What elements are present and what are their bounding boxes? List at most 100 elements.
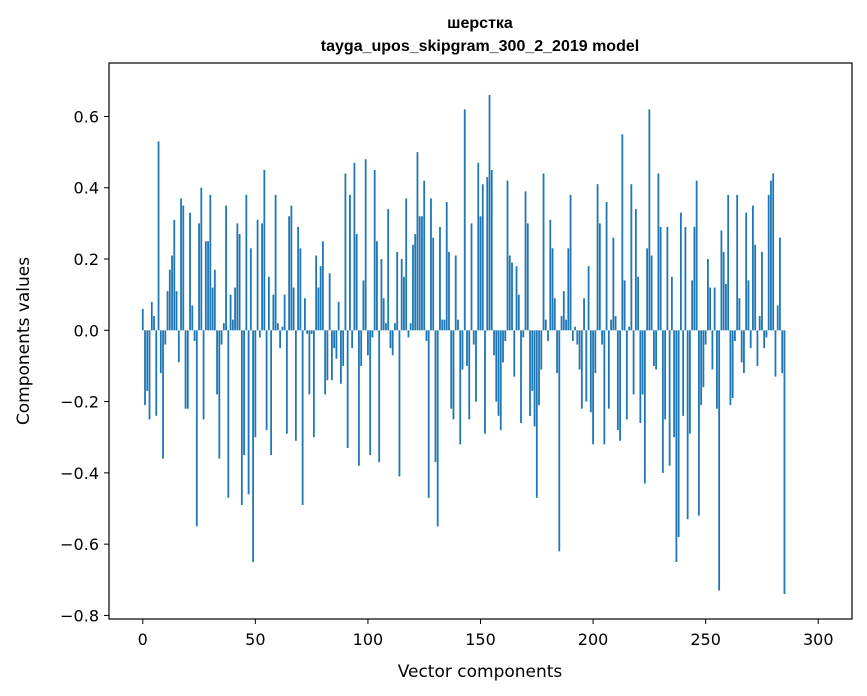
- bar-56: [267, 276, 270, 331]
- y-axis-label: Components values: [14, 257, 34, 425]
- bar-167: [517, 294, 520, 331]
- bar-22: [191, 305, 194, 331]
- bar-249: [702, 330, 705, 388]
- bar-196: [583, 298, 585, 331]
- y-tick-label: −0.8: [60, 606, 99, 625]
- bar-247: [698, 330, 700, 516]
- bar-134: [443, 319, 446, 331]
- bar-121: [414, 234, 417, 331]
- bar-8: [159, 330, 162, 374]
- bar-218: [632, 330, 635, 395]
- bar-150: [479, 216, 482, 331]
- bar-132: [439, 226, 441, 331]
- bar-80: [321, 241, 324, 331]
- bar-139: [454, 255, 457, 331]
- bar-242: [686, 330, 689, 520]
- bar-125: [423, 180, 426, 331]
- bar-65: [288, 216, 291, 331]
- bar-188: [565, 319, 567, 331]
- bar-152: [484, 330, 486, 434]
- bar-255: [716, 330, 718, 409]
- bar-220: [637, 276, 640, 331]
- bar-168: [520, 330, 522, 423]
- x-axis-label: Vector components: [398, 662, 563, 682]
- bar-244: [691, 280, 694, 331]
- bar-18: [182, 205, 185, 331]
- bar-29: [207, 241, 209, 331]
- bar-222: [641, 330, 644, 395]
- bar-53: [261, 223, 263, 331]
- bar-33: [216, 330, 218, 395]
- bar-89: [342, 330, 345, 366]
- bar-189: [567, 248, 570, 331]
- bar-162: [506, 180, 509, 331]
- bar-120: [412, 244, 414, 331]
- bar-178: [542, 173, 545, 331]
- bar-266: [740, 330, 743, 363]
- plot-frame: [108, 62, 853, 620]
- bar-185: [558, 330, 561, 552]
- bar-133: [441, 319, 444, 331]
- x-axis-ticks: 0 50 100 150 200 250 300: [138, 619, 834, 649]
- bar-34: [218, 330, 221, 459]
- bar-19: [184, 330, 187, 409]
- bar-6: [155, 330, 158, 416]
- bar-137: [450, 330, 453, 409]
- bar-186: [560, 316, 563, 331]
- bar-117: [405, 198, 408, 331]
- bar-160: [502, 330, 504, 363]
- bar-58: [272, 294, 275, 331]
- bar-27: [202, 330, 205, 420]
- bar-245: [693, 226, 696, 331]
- bar-170: [524, 191, 527, 331]
- bar-107: [382, 298, 385, 331]
- bar-230: [659, 226, 662, 331]
- bar-273: [756, 330, 759, 366]
- bar-23: [193, 330, 196, 341]
- bar-269: [747, 280, 750, 331]
- bar-164: [511, 262, 513, 331]
- bar-119: [409, 323, 412, 331]
- bar-77: [315, 255, 318, 331]
- bar-64: [285, 330, 288, 434]
- bar-92: [349, 194, 351, 331]
- bar-9: [162, 330, 164, 459]
- bar-112: [394, 323, 396, 331]
- bar-239: [679, 212, 682, 331]
- bar-256: [718, 330, 721, 591]
- bar-166: [515, 266, 518, 331]
- bar-210: [614, 316, 617, 331]
- bar-100: [367, 330, 369, 356]
- bar-180: [547, 330, 549, 341]
- bar-45: [243, 330, 245, 456]
- bar-136: [448, 251, 450, 331]
- bar-252: [709, 287, 712, 331]
- bar-146: [470, 223, 473, 331]
- bar-254: [713, 287, 716, 331]
- bar-191: [571, 330, 574, 341]
- bar-183: [553, 298, 556, 331]
- bar-228: [655, 330, 658, 370]
- bar-86: [335, 330, 338, 359]
- bar-175: [535, 330, 538, 498]
- bar-32: [213, 269, 216, 331]
- y-tick-label: 0.0: [74, 321, 99, 340]
- bar-283: [779, 237, 781, 331]
- bar-176: [538, 330, 540, 406]
- bar-212: [619, 330, 621, 441]
- bar-54: [263, 169, 266, 331]
- bar-275: [761, 251, 763, 331]
- bar-237: [675, 330, 678, 562]
- bar-156: [493, 330, 495, 356]
- bar-105: [378, 330, 381, 463]
- bar-49: [252, 330, 254, 562]
- bar-141: [459, 330, 462, 445]
- bar-278: [767, 194, 770, 331]
- bar-194: [578, 330, 581, 370]
- bar-104: [376, 241, 378, 331]
- bar-155: [490, 169, 493, 331]
- bar-258: [722, 251, 725, 331]
- bar-3: [148, 330, 151, 420]
- bar-84: [331, 330, 333, 381]
- bar-184: [556, 330, 558, 374]
